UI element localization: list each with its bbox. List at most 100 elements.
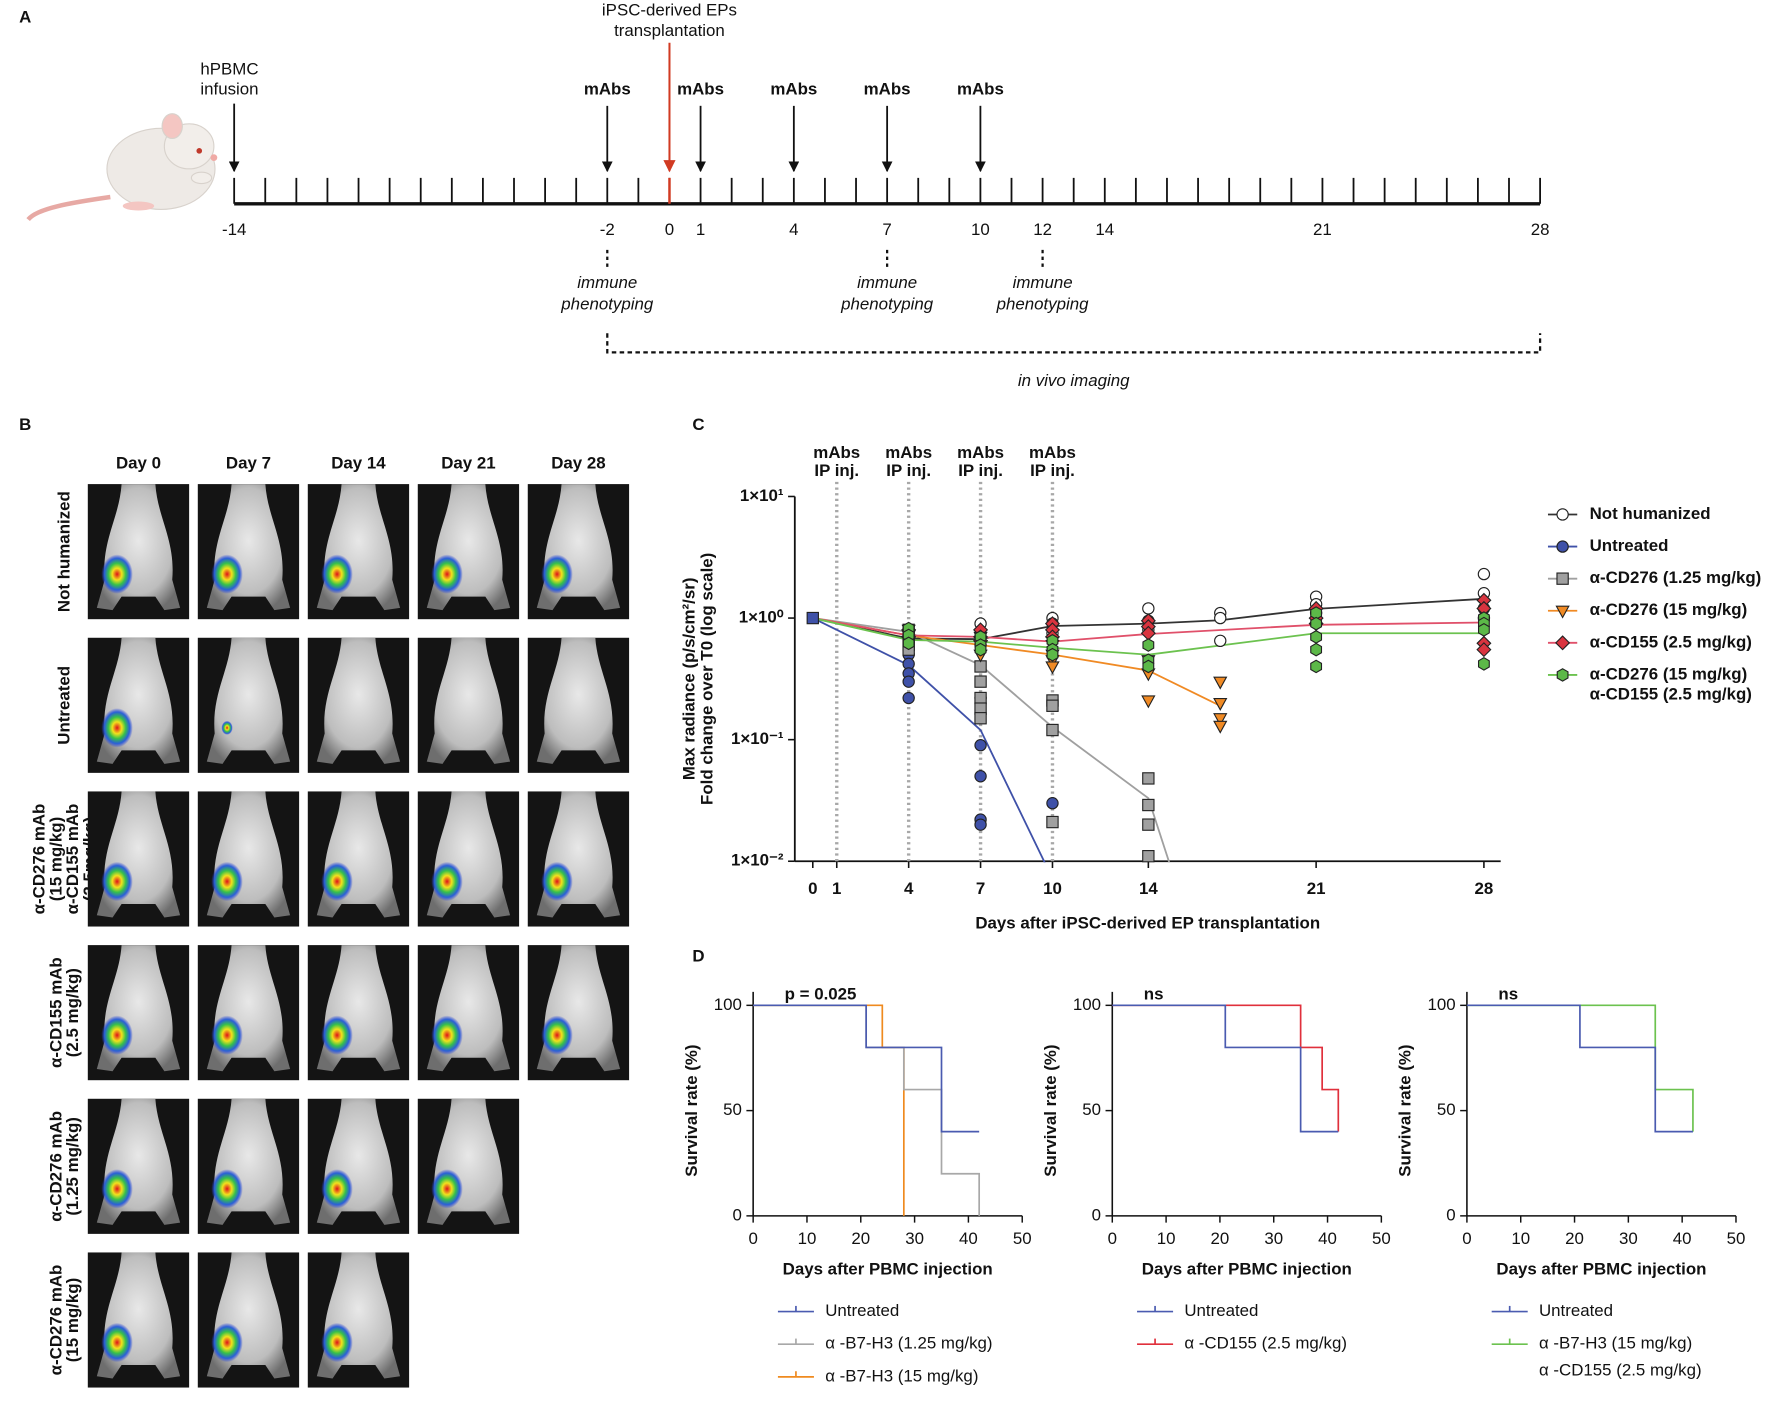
legend-label: α -CD155 (2.5 mg/kg)	[1184, 1334, 1347, 1353]
x-tick-label: 50	[1372, 1229, 1391, 1248]
row-label: α-CD276 mAb	[29, 804, 48, 915]
legend-label: α -B7-H3 (15 mg/kg)	[1539, 1334, 1692, 1353]
x-tick-label: 20	[1565, 1229, 1584, 1248]
y-axis-label: Survival rate (%)	[682, 1044, 701, 1176]
data-point	[1142, 818, 1155, 831]
signal-blob	[321, 1322, 353, 1363]
legend-label: α-CD276 (1.25 mg/kg)	[1590, 568, 1762, 587]
x-tick-label: 30	[1619, 1229, 1638, 1248]
y-tick-label: 1×10⁻¹	[731, 729, 784, 748]
signal-blob	[321, 861, 353, 902]
panel-label: D	[692, 946, 704, 965]
mabs-label: mAbs	[770, 80, 817, 99]
mouse-image	[417, 791, 520, 927]
mouse-image	[527, 791, 630, 927]
column-header: Day 28	[551, 453, 605, 472]
column-header: Day 21	[441, 453, 495, 472]
data-point	[1046, 797, 1059, 810]
mouse-body	[536, 637, 621, 764]
mouse-image	[87, 637, 190, 773]
signal-blob	[101, 861, 133, 902]
data-point	[1477, 657, 1490, 671]
data-point	[1142, 850, 1155, 863]
legend-label: Not humanized	[1590, 504, 1711, 523]
signal-blob	[211, 1322, 243, 1363]
x-tick-label: 10	[1157, 1229, 1176, 1248]
data-point	[1213, 720, 1228, 734]
mouse-image	[197, 637, 300, 773]
data-point	[974, 691, 987, 705]
x-tick-label: 40	[959, 1229, 978, 1248]
phenotyping-label: immune	[857, 273, 917, 292]
x-axis-label: Days after PBMC injection	[783, 1259, 993, 1278]
y-tick-label: 0	[733, 1205, 742, 1224]
mouse-image	[527, 484, 630, 620]
y-tick-label: 50	[1437, 1100, 1456, 1119]
signal-blob	[541, 554, 573, 594]
x-tick-label: 14	[1139, 879, 1158, 898]
injection-label: mAbs	[957, 443, 1004, 462]
data-point	[902, 636, 915, 651]
signal-blob	[101, 1169, 133, 1209]
legend-marker	[1555, 605, 1570, 619]
injection-label: mAbs	[1029, 443, 1076, 462]
panel-label: B	[19, 415, 31, 434]
data-point	[1046, 815, 1059, 829]
day-label: 4	[789, 220, 798, 239]
column-header: Day 7	[226, 453, 271, 472]
survival-curve	[753, 1004, 980, 1133]
mouse-image	[197, 791, 300, 927]
legend-label: α-CD155 (2.5 mg/kg)	[1590, 685, 1752, 704]
mouse-image	[87, 1098, 190, 1234]
data-point	[974, 712, 987, 725]
mouse-body	[316, 637, 401, 764]
survival-curve	[1466, 1004, 1693, 1133]
x-tick-label: 20	[851, 1229, 870, 1248]
data-point	[1310, 659, 1323, 674]
injection-label: mAbs	[813, 443, 860, 462]
x-axis-label: Days after PBMC injection	[1142, 1259, 1352, 1278]
signal-blob	[321, 554, 353, 594]
mouse-body	[426, 637, 511, 764]
day-label: 1	[696, 220, 705, 239]
legend-marker	[1556, 668, 1569, 682]
data-point	[1046, 647, 1059, 662]
mouse-image	[527, 637, 630, 773]
day-label: -14	[222, 220, 246, 239]
mouse-image	[197, 484, 300, 620]
y-tick-label: 0	[1446, 1205, 1455, 1224]
legend-marker	[1556, 572, 1569, 585]
mouse-image	[307, 484, 410, 620]
x-tick-label: 0	[1462, 1229, 1471, 1248]
x-tick-label: 21	[1307, 879, 1326, 898]
panel-label: C	[692, 415, 704, 434]
mouse-image	[417, 637, 520, 773]
mouse-image	[417, 1098, 520, 1234]
imaging-bracket	[606, 333, 1542, 354]
mean-line	[812, 617, 1171, 863]
signal-blob	[211, 554, 243, 594]
legend-label: Untreated	[825, 1301, 899, 1320]
phenotyping-label: immune	[1013, 273, 1073, 292]
x-tick-label: 30	[1264, 1229, 1283, 1248]
data-point	[1477, 567, 1491, 581]
x-tick-label: 1	[832, 879, 841, 898]
mouse-illustration	[26, 113, 218, 222]
data-point	[1213, 713, 1228, 727]
mean-line	[812, 617, 1046, 863]
y-axis-label: Survival rate (%)	[1041, 1044, 1060, 1176]
legend-label: Untreated	[1590, 536, 1669, 555]
y-axis-label: Max radiance (p/s/cm²/sr)	[680, 578, 699, 781]
annotation: ns	[1498, 985, 1518, 1004]
day-label: 10	[971, 220, 990, 239]
survival-curve	[1112, 1004, 1340, 1132]
day-label: 14	[1095, 220, 1114, 239]
data-point	[1213, 676, 1228, 690]
mouse-image	[417, 484, 520, 620]
legend-label: Untreated	[1539, 1301, 1613, 1320]
x-tick-label: 7	[976, 879, 985, 898]
row-label: (2.5 mg/kg)	[63, 968, 82, 1057]
signal-blob	[321, 1169, 353, 1209]
mouse-image	[307, 637, 410, 773]
